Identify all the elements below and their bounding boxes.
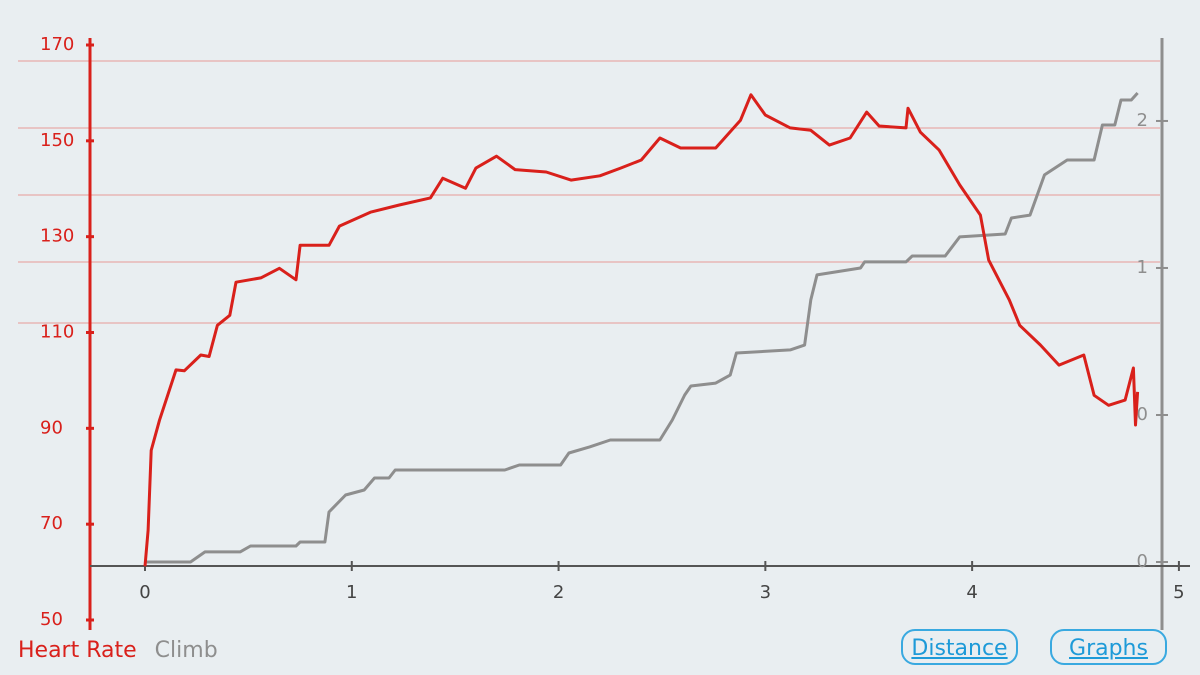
y-tick-label: 170: [40, 34, 74, 55]
y-tick-label: 150: [40, 130, 74, 151]
legend-entry: Heart Rate: [18, 638, 137, 663]
y2-tick-label: 0: [1137, 551, 1148, 572]
x-tick-label: 0: [139, 582, 150, 603]
x-tick-label: 1: [346, 582, 357, 603]
x-tick-label: 5: [1173, 582, 1184, 603]
series-line: [145, 91, 1139, 564]
y2-tick-label: 2: [1137, 110, 1148, 131]
y-tick-label: 130: [40, 226, 74, 247]
y-tick-label: 50: [40, 609, 63, 630]
y2-tick-label: 1: [1137, 257, 1148, 278]
background-rules: [18, 60, 1160, 324]
y-tick-label: 90: [40, 417, 63, 438]
x-tick-label: 3: [760, 582, 771, 603]
legend-entry: Climb: [154, 638, 218, 663]
x-tick-label: 2: [553, 582, 564, 603]
y2-tick-label: 0: [1137, 404, 1148, 425]
distance-button[interactable]: Distance: [901, 629, 1018, 665]
y-tick-label: 110: [40, 322, 74, 343]
series-line: [143, 93, 1140, 567]
x-tick-label: 4: [966, 582, 977, 603]
graphs-button[interactable]: Graphs: [1050, 629, 1167, 665]
y-tick-label: 70: [40, 513, 63, 534]
